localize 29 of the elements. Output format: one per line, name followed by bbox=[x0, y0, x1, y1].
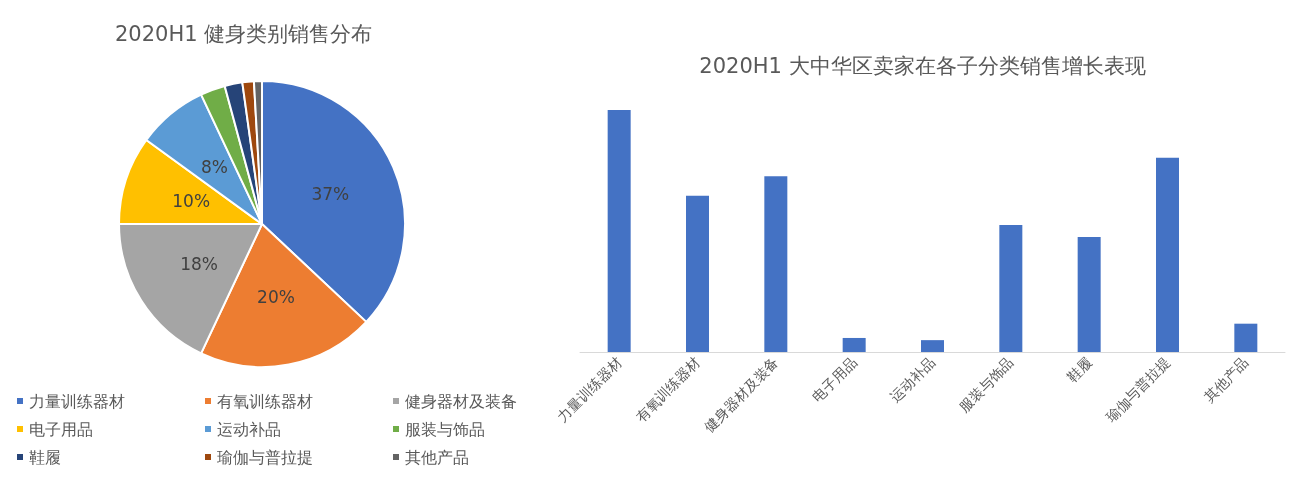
legend-label: 电子用品 bbox=[29, 419, 93, 439]
chart-title: 2020H1 健身类别销售分布 bbox=[115, 21, 373, 46]
bar bbox=[921, 340, 944, 352]
x-tick-label: 电子用品 bbox=[808, 354, 860, 406]
data-label: 18% bbox=[180, 253, 218, 274]
legend-label: 其他产品 bbox=[405, 447, 469, 467]
legend-label: 鞋履 bbox=[29, 447, 61, 467]
bar bbox=[764, 176, 788, 352]
legend-label: 服装与饰品 bbox=[405, 419, 485, 439]
bar bbox=[686, 195, 709, 352]
x-tick-label: 服装与饰品 bbox=[955, 354, 1017, 416]
data-label: 8% bbox=[201, 156, 228, 177]
bar bbox=[1234, 323, 1258, 352]
data-label: 10% bbox=[172, 190, 211, 211]
bar bbox=[607, 110, 631, 352]
legend-label: 运动补品 bbox=[217, 419, 281, 439]
legend-label: 瑜伽与普拉提 bbox=[217, 447, 313, 467]
x-tick-label: 其他产品 bbox=[1200, 354, 1252, 406]
bar bbox=[842, 337, 866, 352]
bar bbox=[1077, 237, 1101, 352]
x-tick-label: 力量训练器材 bbox=[554, 354, 625, 426]
x-tick-label: 鞋履 bbox=[1063, 354, 1095, 386]
x-tick-label: 运动补品 bbox=[887, 354, 939, 406]
bar bbox=[1156, 157, 1179, 352]
bar bbox=[999, 224, 1023, 352]
chart-title: 2020H1 大中华区卖家在各子分类销售增长表现 bbox=[699, 53, 1146, 78]
data-label: 20% bbox=[257, 287, 295, 308]
x-tick-label: 瑜伽与普拉提 bbox=[1102, 354, 1174, 426]
data-label: 37% bbox=[311, 184, 350, 205]
